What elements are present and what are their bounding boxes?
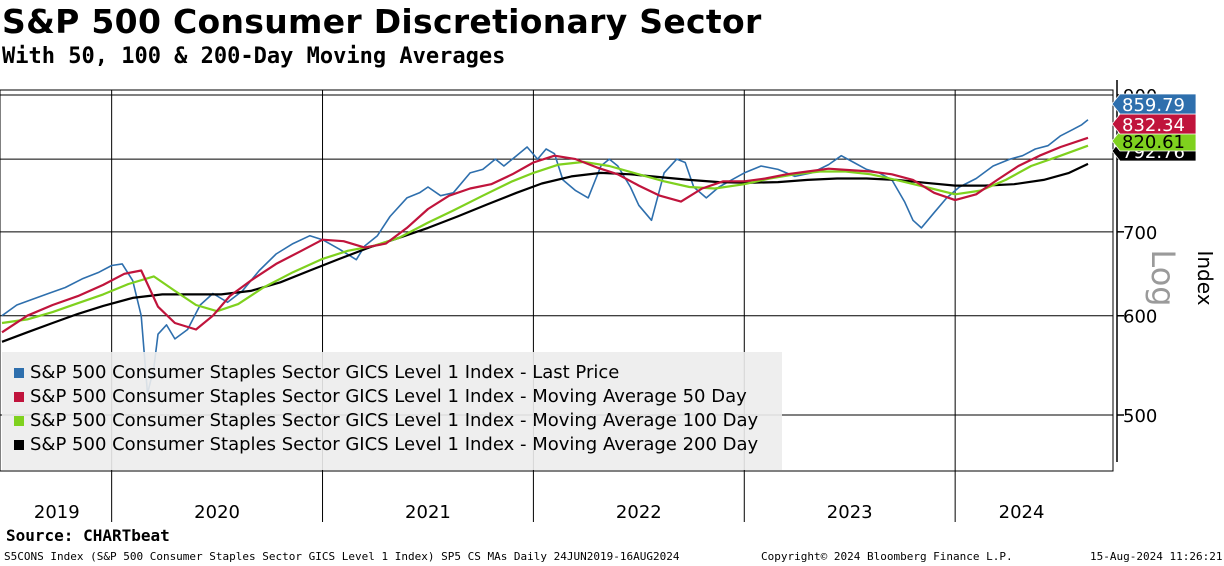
x-period-label: 2022 <box>616 502 662 523</box>
series-lines <box>1 119 1089 395</box>
last-value-tag <box>1111 113 1197 135</box>
legend: S&P 500 Consumer Staples Sector GICS Lev… <box>2 352 782 470</box>
last-value-tag <box>1111 93 1197 115</box>
series-line-moving-average <box>1 136 1089 334</box>
x-axis: 2019 2020 2021 2022 2023 2024 <box>34 471 1045 523</box>
last-value-text: 832.34 <box>1122 115 1185 136</box>
series-line-moving-average <box>1 144 1089 325</box>
chart-title: S&P 500 Consumer Discretionary Sector <box>2 2 762 41</box>
footer-timestamp: 15-Aug-2024 11:26:21 <box>1090 550 1223 563</box>
legend-label: S&P 500 Consumer Staples Sector GICS Lev… <box>30 386 747 407</box>
x-period-label: 2019 <box>34 502 80 523</box>
y-axis-title-group: Index <box>1193 250 1217 305</box>
legend-label: S&P 500 Consumer Staples Sector GICS Lev… <box>30 410 759 431</box>
legend-label: S&P 500 Consumer Staples Sector GICS Lev… <box>30 362 619 383</box>
last-value-text: 859.79 <box>1122 95 1185 116</box>
legend-background <box>2 352 782 470</box>
x-period-label: 2021 <box>405 502 451 523</box>
y-tick-label: 500 <box>1123 406 1157 427</box>
series-line-last-price <box>1 119 1089 395</box>
legend-swatch <box>14 368 24 378</box>
x-period-label: 2024 <box>999 502 1045 523</box>
legend-label: S&P 500 Consumer Staples Sector GICS Lev… <box>30 434 759 455</box>
footer-ticker-info: S5CONS Index (S&P 500 Consumer Staples S… <box>4 550 680 563</box>
log-label-group: Log <box>1144 249 1182 306</box>
footer-copyright: Copyright© 2024 Bloomberg Finance L.P. <box>761 550 1013 563</box>
legend-swatch <box>14 392 24 402</box>
chart-subtitle: With 50, 100 & 200-Day Moving Averages <box>2 44 506 69</box>
y-tick-label: 700 <box>1123 223 1157 244</box>
y-tick-label: 600 <box>1123 307 1157 328</box>
y-axis-title: Index <box>1193 250 1217 305</box>
x-period-label: 2023 <box>827 502 873 523</box>
legend-swatch <box>14 440 24 450</box>
x-period-label: 2020 <box>194 502 240 523</box>
last-value-text: 820.61 <box>1122 132 1185 153</box>
log-scale-label: Log <box>1144 249 1182 306</box>
source-note: Source: CHARTbeat <box>6 526 170 545</box>
legend-swatch <box>14 416 24 426</box>
